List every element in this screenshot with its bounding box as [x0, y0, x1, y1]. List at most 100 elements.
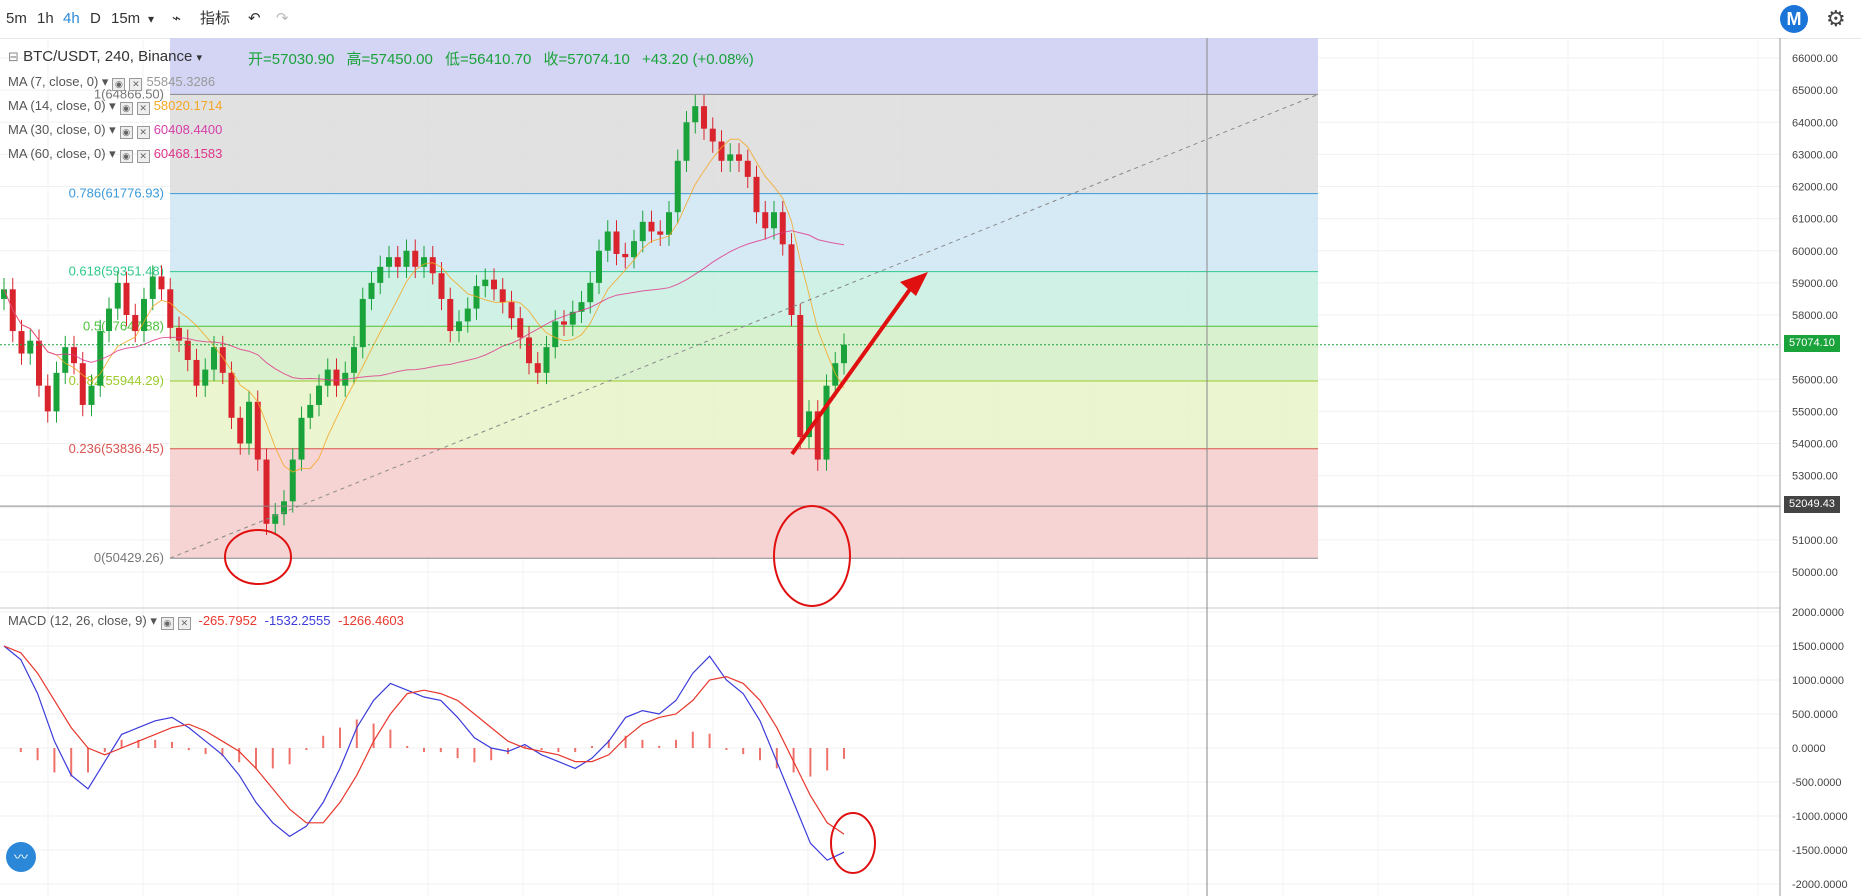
candle-body: [648, 221, 655, 232]
ma-legend-7[interactable]: MA (7, close, 0) ▾ ◉ ✕ 55845.3286: [8, 74, 215, 91]
candle-body: [779, 212, 786, 245]
close-icon[interactable]: ✕: [136, 102, 150, 115]
candle-body: [543, 347, 550, 373]
macd-tick-label: 500.0000: [1792, 709, 1838, 721]
red-arrow-shaft: [790, 276, 920, 456]
fib-label: 0.236(53836.45): [69, 441, 164, 456]
candle-body: [97, 331, 104, 386]
fib-band: [170, 448, 1318, 559]
chart-area[interactable]: 1(64866.50) 0.786(61776.93) 0.618(59351.48…: [0, 38, 1861, 896]
chevron-down-icon[interactable]: ▾: [146, 613, 157, 628]
candle-body: [718, 141, 725, 161]
price-tick-label: 53000.00: [1792, 471, 1838, 483]
ma-legend-30[interactable]: MA (30, close, 0) ▾ ◉ ✕ 60408.4400: [8, 122, 222, 139]
redo-icon[interactable]: ↷: [276, 10, 289, 27]
price-tick-label: 58000.00: [1792, 310, 1838, 322]
interval-d[interactable]: D: [90, 10, 101, 27]
interval-4h[interactable]: 4h: [63, 10, 80, 27]
ma-value: 58020.1714: [153, 98, 223, 113]
close-value: 收=57074.10: [543, 51, 630, 68]
candle-body: [517, 318, 524, 338]
candle-body: [263, 459, 270, 524]
eye-icon[interactable]: ◉: [112, 78, 126, 91]
eye-icon[interactable]: ◉: [119, 126, 133, 139]
macd-legend[interactable]: MACD (12, 26, close, 9) ▾ ◉ ✕ -265.7952 -1…: [8, 613, 404, 630]
gear-icon[interactable]: ⚙: [1826, 6, 1846, 31]
candle-body: [79, 363, 86, 405]
candle-body: [272, 514, 279, 524]
chevron-down-icon[interactable]: ▾: [105, 98, 116, 113]
close-icon[interactable]: ✕: [136, 150, 150, 163]
close-icon[interactable]: ✕: [136, 126, 150, 139]
candle-body: [464, 308, 471, 322]
chevron-down-icon[interactable]: ▾: [148, 12, 155, 26]
candle-body: [674, 160, 681, 213]
candle-body: [281, 501, 287, 515]
macd-panel: [0, 607, 1780, 885]
candle-body: [246, 401, 252, 444]
macd-label: MACD (12, 26, close, 9): [8, 613, 147, 628]
candle-body: [788, 244, 795, 315]
candle-body: [491, 279, 497, 290]
candle-body: [219, 347, 226, 373]
price-tick-label: 54000.00: [1792, 439, 1838, 451]
ma-legend-60[interactable]: MA (60, close, 0) ▾ ◉ ✕ 60468.1583: [8, 146, 222, 163]
candle-body: [193, 359, 200, 386]
ma-line: [3, 138, 845, 473]
candle-body: [149, 276, 156, 299]
ma-label: MA (7, close, 0): [8, 74, 99, 89]
fib-label: 0.382(55944.29): [69, 373, 164, 388]
close-icon[interactable]: ✕: [129, 78, 143, 91]
price-tick-label: 51000.00: [1792, 535, 1838, 547]
close-icon[interactable]: ✕: [177, 617, 191, 630]
price-axis: 66000.00 65000.00 64000.00 63000.00 62000.00…: [1779, 38, 1848, 896]
candle-body: [114, 282, 121, 309]
ma-value: 60468.1583: [153, 146, 223, 161]
candle-body: [36, 340, 42, 386]
candle-body: [106, 308, 112, 332]
symbol-label: BTC/USDT, 240, Binance: [23, 48, 193, 65]
candle-body: [368, 282, 375, 299]
candle-body: [561, 321, 567, 325]
collapse-icon[interactable]: ⊟: [8, 49, 19, 64]
eye-icon[interactable]: ◉: [119, 102, 133, 115]
highlight-circle: [773, 505, 851, 607]
candle-body: [123, 282, 130, 315]
low-value: 低=56410.70: [445, 51, 532, 68]
candle-body: [604, 231, 611, 251]
candle-body: [736, 154, 742, 161]
interval-15m[interactable]: 15m: [111, 10, 141, 27]
candle-body: [44, 385, 51, 412]
candle-body: [622, 253, 629, 258]
candle-body: [814, 411, 821, 460]
candle-body: [324, 369, 331, 386]
candle-body: [403, 250, 410, 267]
candle-body: [18, 331, 25, 354]
undo-icon[interactable]: ↶: [248, 10, 261, 27]
eye-icon[interactable]: ◉: [160, 617, 174, 630]
ma-legend-14[interactable]: MA (14, close, 0) ▾ ◉ ✕ 58020.1714: [8, 98, 222, 115]
fib-band-top: [170, 38, 1318, 95]
ma-value: 55845.3286: [146, 74, 216, 89]
candle-body: [753, 176, 760, 213]
wave-icon[interactable]: 〰: [6, 842, 36, 872]
indicator-icon[interactable]: ⌁: [172, 10, 182, 27]
chevron-down-icon[interactable]: ▾: [196, 52, 203, 64]
eye-icon[interactable]: ◉: [119, 150, 133, 163]
candle-body: [709, 128, 716, 142]
indicator-button[interactable]: 指标: [200, 10, 231, 27]
chevron-down-icon[interactable]: ▾: [105, 122, 116, 137]
chevron-down-icon[interactable]: ▾: [105, 146, 116, 161]
candle-body: [237, 417, 244, 444]
interval-1h[interactable]: 1h: [37, 10, 54, 27]
candle-body: [386, 257, 392, 267]
symbol-title[interactable]: ⊟ BTC/USDT, 240, Binance ▾: [8, 48, 202, 65]
fib-label: 0.5(57647.88): [83, 318, 164, 333]
candle-body: [639, 221, 646, 242]
chevron-down-icon[interactable]: ▾: [98, 74, 109, 89]
interval-5m[interactable]: 5m: [6, 10, 27, 27]
candle-body: [587, 282, 594, 303]
candle-body: [841, 344, 847, 364]
fib-label: 0(50429.26): [94, 550, 164, 565]
fib-band: [170, 271, 1318, 327]
